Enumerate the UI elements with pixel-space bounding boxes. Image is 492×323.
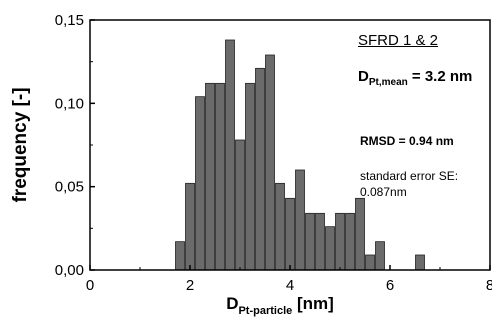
- x-tick-label-2: 4: [286, 277, 294, 294]
- y-tick-label-1: 0,05: [55, 179, 84, 196]
- y-axis-title: frequency [-]: [10, 87, 31, 202]
- y-tick-label-3: 0,15: [55, 12, 84, 29]
- histogram-bar-1: [185, 182, 195, 271]
- x-tick-label-4: 8: [486, 277, 492, 294]
- histogram-bar-3: [205, 82, 215, 271]
- x-axis-title-sub: Pt-particle: [238, 305, 292, 317]
- histogram-bar-15: [325, 226, 335, 271]
- histogram-bar-9: [265, 54, 275, 271]
- histogram-bar-5: [225, 39, 235, 271]
- histogram-bar-2: [195, 96, 205, 271]
- x-axis-title-unit: [nm]: [292, 294, 334, 313]
- histogram-bar-7: [245, 82, 255, 271]
- y-tick-label-0: 0,00: [55, 262, 84, 279]
- histogram-bar-0: [175, 241, 185, 271]
- histogram-bar-16: [335, 212, 345, 271]
- rmsd-label: RMSD = 0.94 nm: [360, 134, 454, 148]
- histogram-bar-13: [305, 212, 315, 271]
- bars-group: [175, 39, 425, 271]
- mean-diameter-value: = 3.2 nm: [407, 68, 473, 85]
- histogram-bar-4: [215, 82, 225, 271]
- histogram-bar-11: [285, 197, 295, 271]
- x-axis-title: DPt-particle [nm]: [226, 294, 334, 317]
- histogram-bar-18: [355, 197, 365, 271]
- histogram-bar-10: [275, 182, 285, 271]
- mean-diameter-subscript: Pt,mean: [368, 77, 408, 88]
- standard-error-line2: 0.087nm: [360, 185, 407, 199]
- histogram-bar-14: [315, 212, 325, 271]
- standard-error-label: standard error SE: 0.087nm: [360, 168, 458, 200]
- x-tick-label-0: 0: [86, 277, 94, 294]
- histogram-bar-6: [235, 139, 245, 271]
- ticks-group: 0 2 4 6 8 0,00 0,05 0,10 0,15: [55, 12, 492, 294]
- x-tick-label-3: 6: [386, 277, 394, 294]
- histogram-bar-8: [255, 67, 265, 271]
- sample-heading: SFRD 1 & 2: [358, 32, 439, 49]
- y-tick-label-2: 0,10: [55, 95, 84, 112]
- x-tick-label-1: 2: [186, 277, 194, 294]
- histogram-bar-17: [345, 212, 355, 271]
- histogram-bar-19: [365, 254, 375, 271]
- histogram-bar-12: [295, 169, 305, 271]
- mean-diameter-label: DPt,mean = 3.2 nm: [358, 68, 472, 88]
- histogram-bar-20: [375, 241, 385, 271]
- mean-diameter-symbol: D: [358, 68, 369, 85]
- x-axis-title-main: D: [226, 294, 238, 313]
- histogram-bar-21: [415, 254, 425, 271]
- standard-error-line1: standard error SE:: [360, 169, 459, 183]
